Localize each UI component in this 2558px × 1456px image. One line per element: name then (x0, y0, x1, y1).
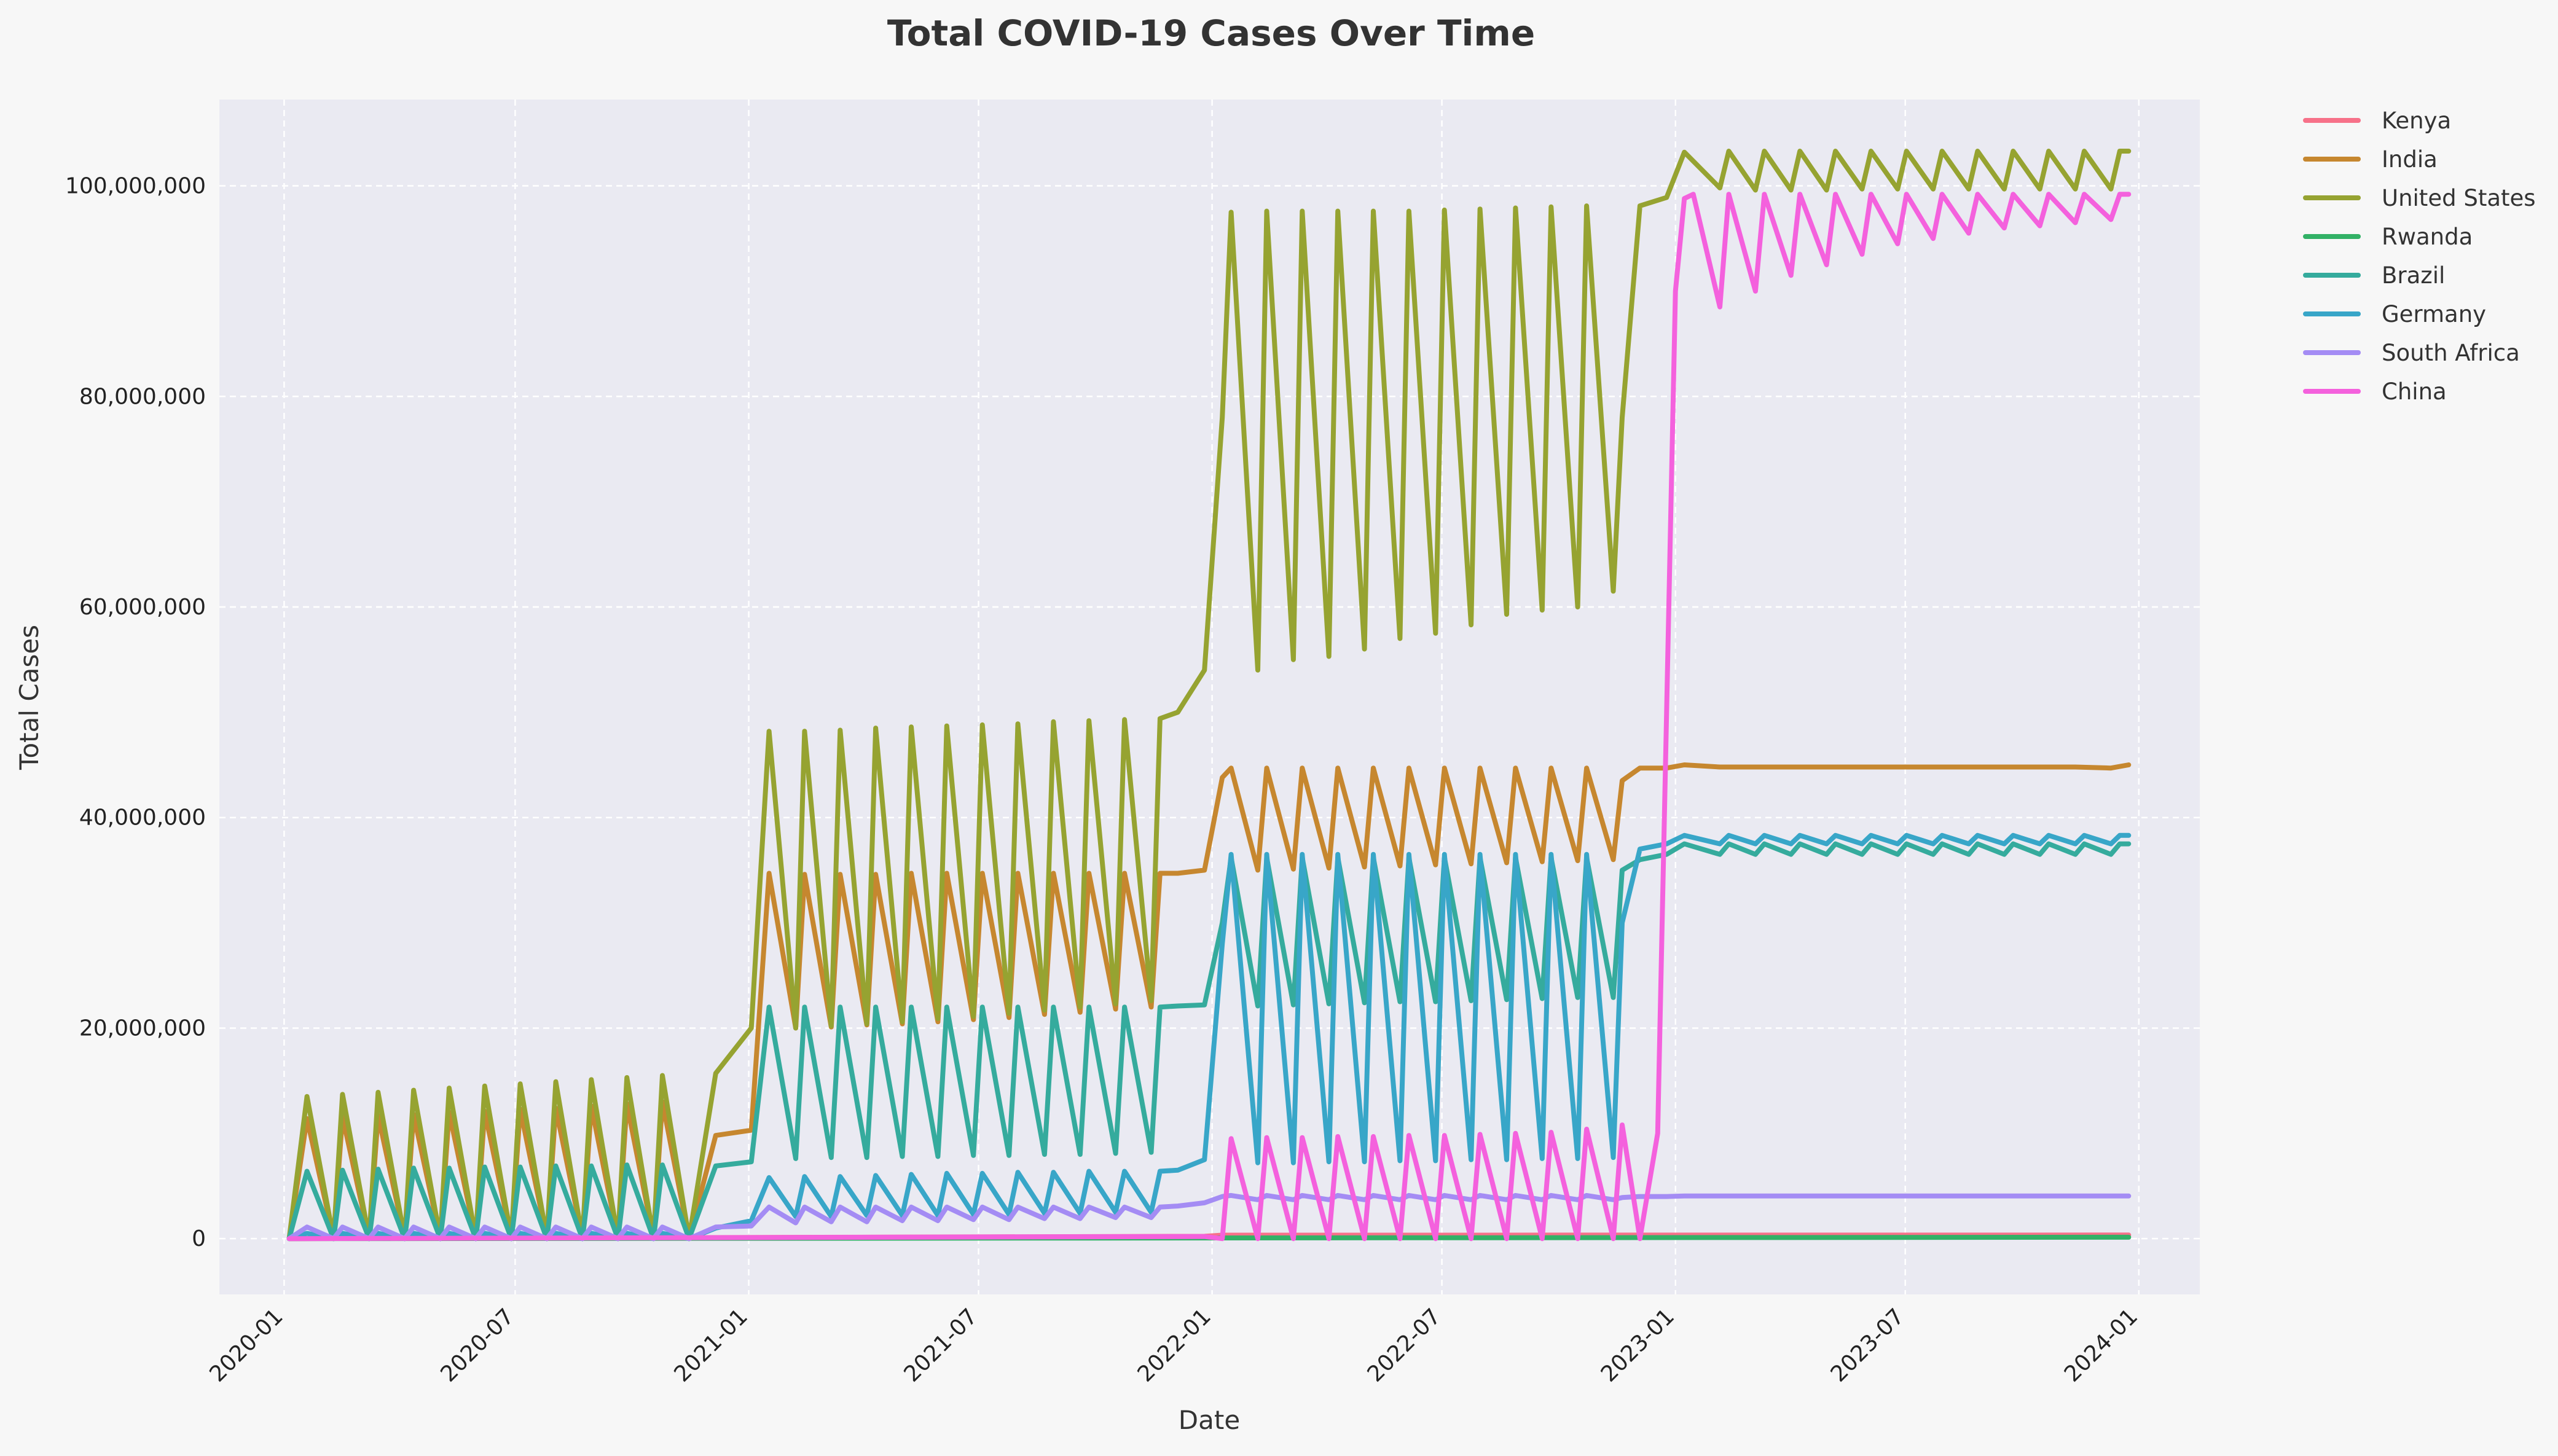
y-tick-labels: 0 20,000,000 40,000,000 60,000,000 80,000,00… (65, 174, 206, 1252)
legend-label-rwanda: Rwanda (2382, 224, 2473, 250)
x-tick-label: 2022-07 (1363, 1304, 1446, 1387)
x-tick-labels: 2020-01 2020-07 2021-01 2021-07 2022-01 2022-… (205, 1304, 2143, 1387)
chart-title: Total COVID-19 Cases Over Time (887, 12, 1535, 54)
x-tick-label: 2021-01 (670, 1304, 753, 1387)
x-tick-label: 2022-01 (1133, 1304, 1216, 1387)
series-lines (286, 149, 2132, 1242)
legend-label-germany: Germany (2382, 301, 2486, 327)
y-tick-label: 20,000,000 (79, 1016, 206, 1041)
x-tick-label: 2021-07 (899, 1304, 982, 1387)
x-tick-label: 2020-01 (205, 1304, 288, 1387)
series-line-china (286, 192, 2132, 1242)
legend-label-india: India (2382, 146, 2438, 173)
y-tick-label: 100,000,000 (65, 174, 206, 199)
legend: Kenya India United States Rwanda Brazil Germa… (2303, 108, 2536, 405)
x-tick-label: 2023-01 (1596, 1304, 1679, 1387)
y-axis-label: Total Cases (14, 625, 44, 770)
series-line-germany (286, 832, 2132, 1242)
x-tick-label: 2023-07 (1826, 1304, 1909, 1387)
x-axis-label: Date (1179, 1405, 1240, 1435)
gridlines (219, 100, 2200, 1294)
legend-label-kenya: Kenya (2382, 108, 2451, 134)
legend-label-brazil: Brazil (2382, 262, 2445, 289)
series-line-united-states (286, 149, 2132, 1242)
legend-label-united-states: United States (2382, 185, 2536, 211)
y-tick-label: 40,000,000 (79, 805, 206, 831)
y-tick-label: 60,000,000 (79, 595, 206, 620)
y-tick-label: 80,000,000 (79, 384, 206, 409)
x-tick-label: 2024-01 (2060, 1304, 2143, 1387)
y-tick-label: 0 (192, 1226, 206, 1251)
x-tick-label: 2020-07 (436, 1304, 519, 1387)
legend-label-south-africa: South Africa (2382, 340, 2520, 366)
legend-label-china: China (2382, 378, 2447, 405)
